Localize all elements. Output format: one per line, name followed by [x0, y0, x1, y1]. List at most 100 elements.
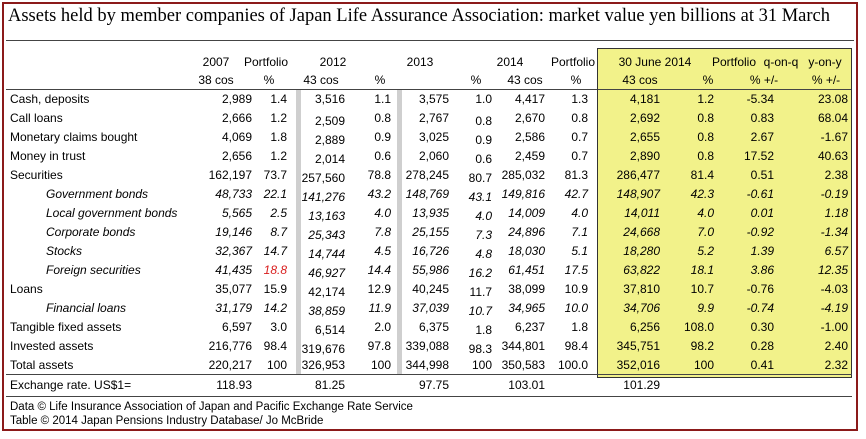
table-cell: 2.38 [824, 168, 848, 182]
column-header: 30 June 2014 [618, 55, 692, 69]
table-cell: 2,666 [221, 111, 252, 125]
table-cell: 14.4 [367, 263, 391, 277]
table-cell: 0.9 [475, 133, 492, 147]
row-label: Corporate bonds [46, 225, 136, 239]
table-cell: 0.7 [571, 130, 588, 144]
row-label: Call loans [10, 111, 63, 125]
table-cell: 3.0 [270, 320, 287, 334]
table-cell: 46,927 [308, 266, 345, 280]
table-cell: -0.92 [746, 225, 774, 239]
table-cell: 3,516 [314, 92, 345, 106]
table-cell: 339,088 [405, 339, 449, 353]
table-cell: 43.2 [367, 187, 391, 201]
table-cell: 80.7 [468, 171, 492, 185]
table-cell: 98.4 [564, 339, 588, 353]
table-cell: 17.5 [564, 263, 588, 277]
table-cell: 61,451 [508, 263, 545, 277]
table-cell: 100 [471, 358, 492, 372]
table-cell: 149,816 [501, 187, 545, 201]
table-cell: 38,099 [508, 282, 545, 296]
table-cell: 278,245 [405, 168, 449, 182]
table-cell: -0.74 [746, 301, 774, 315]
table-cell: 0.6 [475, 152, 492, 166]
table-cell: 0.8 [697, 111, 714, 125]
row-label: Government bonds [46, 187, 149, 201]
table-cell: 4.0 [571, 206, 588, 220]
table-cell: 55,986 [412, 263, 449, 277]
table-cell: 148,769 [405, 187, 449, 201]
row-label: Financial loans [46, 301, 127, 315]
table-cell: 100 [693, 358, 714, 372]
column-header: q-on-q [763, 55, 799, 69]
table-cell: 141,276 [301, 190, 345, 204]
table-cell: 0.6 [374, 149, 391, 163]
column-header: 2013 [406, 55, 434, 69]
table-cell: 13,935 [412, 206, 449, 220]
column-subheader: % [374, 73, 386, 87]
row-label: Securities [10, 168, 63, 182]
row-label: Money in trust [10, 149, 86, 163]
table-cell: 73.7 [263, 168, 287, 182]
table-cell: 23.08 [817, 92, 848, 106]
table-cell: 326,953 [301, 358, 345, 372]
table-cell: 6,237 [514, 320, 545, 334]
table-cell: 1.3 [571, 92, 588, 106]
june-2014-highlight [597, 48, 852, 378]
exchange-value: 97.75 [418, 378, 449, 392]
table-cell: 43.1 [468, 190, 492, 204]
table-cell: 6,514 [314, 323, 345, 337]
table-cell: 32,367 [215, 244, 252, 258]
column-subheader: 43 cos [622, 73, 658, 87]
table-cell: 0.41 [750, 358, 774, 372]
table-cell: 285,032 [501, 168, 545, 182]
table-cell: 0.51 [750, 168, 774, 182]
table-cell: 1.8 [270, 130, 287, 144]
column-gap [397, 89, 402, 374]
table-cell: 18.8 [263, 263, 287, 277]
table-cell: 0.01 [750, 206, 774, 220]
table-cell: 18.1 [690, 263, 714, 277]
table-cell: 42.7 [564, 187, 588, 201]
table-cell: 5,565 [221, 206, 252, 220]
table-cell: 48,733 [215, 187, 252, 201]
exchange-label: Exchange rate. US$1= [10, 378, 132, 392]
column-header: Portfolio [550, 55, 596, 69]
copyright-note: Table © 2014 Japan Pensions Industry Dat… [10, 415, 324, 427]
column-header: y-on-y [808, 55, 842, 69]
table-cell: 37,039 [412, 301, 449, 315]
table-cell: 40,245 [412, 282, 449, 296]
table-cell: 4.5 [374, 244, 391, 258]
table-cell: 0.8 [475, 114, 492, 128]
table-cell: 1.1 [374, 92, 391, 106]
table-cell: 3,575 [418, 92, 449, 106]
table-cell: 0.30 [750, 320, 774, 334]
table-cell: 2,670 [514, 111, 545, 125]
table-cell: 4,181 [629, 92, 660, 106]
table-cell: 4.8 [475, 247, 492, 261]
table-cell: 220,217 [208, 358, 252, 372]
table-cell: 0.9 [374, 130, 391, 144]
table-cell: 0.83 [750, 111, 774, 125]
table-cell: 7.1 [571, 225, 588, 239]
table-cell: 5.2 [697, 244, 714, 258]
table-cell: -4.03 [820, 282, 848, 296]
table-cell: 34,706 [623, 301, 660, 315]
table-cell: 7.3 [475, 228, 492, 242]
table-cell: 97.8 [367, 339, 391, 353]
table-cell: 1.2 [270, 111, 287, 125]
table-cell: 100 [370, 358, 391, 372]
table-cell: 34,965 [508, 301, 545, 315]
table-cell: 35,077 [215, 282, 252, 296]
column-subheader: 43 cos [303, 73, 339, 87]
table-cell: 12.35 [817, 263, 848, 277]
table-cell: 6,256 [629, 320, 660, 334]
table-cell: 100.0 [557, 358, 588, 372]
table-cell: 1.2 [697, 92, 714, 106]
table-cell: 0.8 [697, 149, 714, 163]
table-cell: 2.67 [750, 130, 774, 144]
exchange-value: 101.29 [623, 378, 660, 392]
table-cell: 2,767 [418, 111, 449, 125]
table-cell: 98.2 [690, 339, 714, 353]
table-cell: 1.4 [270, 92, 287, 106]
column-subheader: 38 cos [198, 73, 234, 87]
